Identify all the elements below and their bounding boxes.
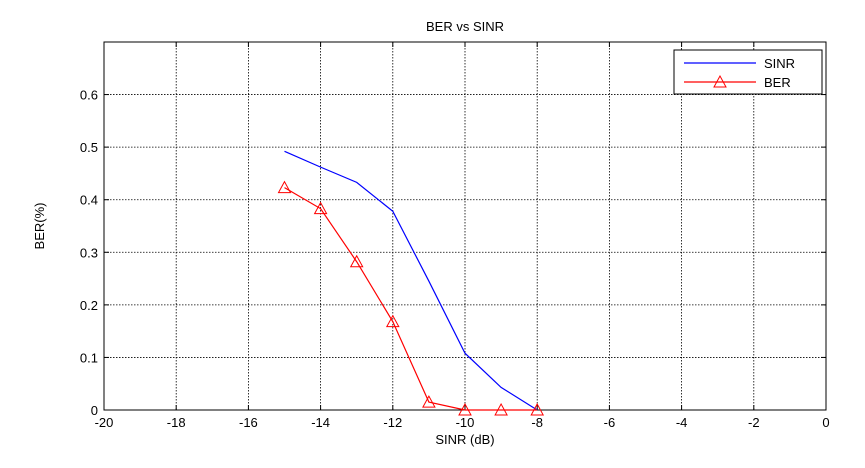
axis-ticks: -20 -18 -16 -14 -12 -10 -8 -6 -4 -2 000.10.20.30.4… (80, 42, 830, 430)
x-tick-label: -12 (383, 415, 402, 430)
y-tick-label: 0 (91, 403, 98, 418)
x-tick-label: -10 (456, 415, 475, 430)
y-tick-label: 0.1 (80, 350, 98, 365)
y-tick-label: 0.5 (80, 140, 98, 155)
y-tick-label: 0.2 (80, 298, 98, 313)
data-point-ber (385, 314, 400, 328)
series-group (277, 150, 545, 416)
x-tick-label: 0 (822, 415, 829, 430)
grid-lines (104, 42, 826, 410)
data-point-ber (422, 395, 436, 408)
legend-marker (713, 74, 727, 88)
x-tick-label: -4 (676, 415, 688, 430)
y-tick-label: 0.3 (80, 245, 98, 260)
legend-label-sinr: SINR (764, 56, 795, 71)
data-point-ber (458, 402, 472, 416)
data-point-ber (277, 180, 292, 194)
legend-label-ber: BER (764, 75, 791, 90)
data-point-ber (530, 402, 545, 416)
x-tick-label: -6 (604, 415, 616, 430)
x-tick-label: -8 (531, 415, 543, 430)
legend: SINR BER (673, 49, 823, 95)
y-tick-label: 0.6 (80, 88, 98, 103)
data-point-ber (349, 254, 364, 268)
x-tick-label: -14 (311, 415, 330, 430)
x-tick-label: -18 (167, 415, 186, 430)
legend-box (673, 49, 823, 95)
chart-title: BER vs SINR (426, 19, 504, 34)
x-tick-label: -16 (239, 415, 258, 430)
series-line-sinr (284, 150, 538, 411)
x-tick-label: -20 (95, 415, 114, 430)
x-axis-label: SINR (dB) (435, 432, 494, 447)
data-point-ber (494, 402, 508, 416)
series-line-ber (284, 187, 538, 411)
data-point-ber (313, 201, 328, 215)
x-tick-label: -2 (748, 415, 760, 430)
y-tick-label: 0.4 (80, 193, 98, 208)
y-axis-label: BER(%) (32, 203, 47, 250)
